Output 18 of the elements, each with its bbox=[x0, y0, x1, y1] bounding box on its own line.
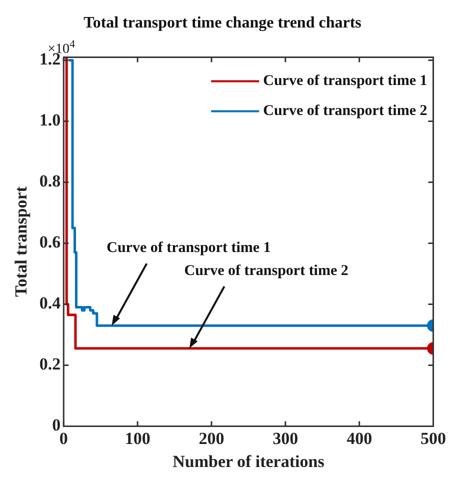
y-tick-label: 0.4 bbox=[39, 294, 62, 313]
chart-title: Total transport time change trend charts bbox=[84, 14, 362, 32]
x-tick-label: 100 bbox=[124, 428, 150, 448]
x-tick-label: 300 bbox=[272, 428, 298, 448]
x-tick-label: 500 bbox=[420, 428, 446, 448]
annotation: Curve of transport time 1 bbox=[106, 240, 271, 256]
annotation: Curve of transport time 2 bbox=[184, 262, 348, 279]
y-tick-label: 0.6 bbox=[39, 232, 61, 252]
legend-label: Curve of transport time 2 bbox=[263, 103, 428, 120]
y-axis-title: Total transport bbox=[12, 186, 31, 297]
x-tick-label: 200 bbox=[198, 428, 224, 448]
legend-label: Curve of transport time 1 bbox=[263, 73, 428, 90]
y-tick-label: 0.2 bbox=[39, 354, 61, 374]
x-axis-title: Number of iterations bbox=[172, 452, 325, 472]
y-tick-label: 0.8 bbox=[39, 172, 61, 191]
y-tick-label: 1.0 bbox=[39, 110, 61, 130]
y-tick-label: 0 bbox=[52, 416, 61, 435]
x-tick-label: 400 bbox=[346, 428, 372, 448]
